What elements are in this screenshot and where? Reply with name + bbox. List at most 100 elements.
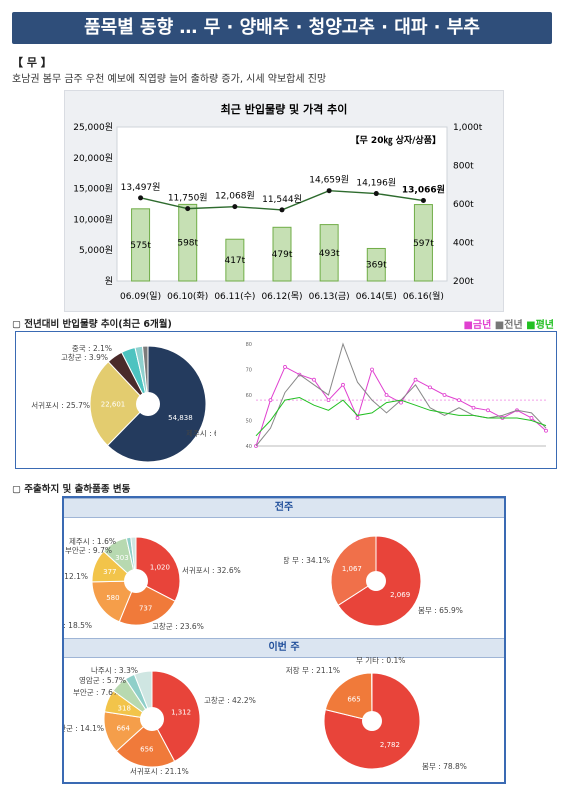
y2-tick-label: 800t: [453, 162, 474, 172]
series-point: [486, 408, 490, 413]
series-point: [544, 428, 548, 433]
pie-slice-value: 318: [118, 705, 131, 713]
origin-pie-chart: 54,838 제주시 : 62.3% 22,601 서귀포시 : 25.7% 고창군 :…: [31, 344, 216, 463]
x-tick-label: 06.14(토): [356, 292, 397, 302]
series-line: [255, 342, 547, 447]
price-point: [185, 206, 191, 212]
volume-bar-label: 417t: [224, 256, 245, 266]
volume-bar-label: 493t: [319, 249, 340, 259]
volume-bar-label: 598t: [177, 239, 198, 249]
pie-slice-label: 무안군 : 18.5%: [64, 620, 92, 630]
volume-bar: [319, 224, 339, 282]
price-volume-svg: 최근 반입물량 및 가격 추이 【무 20㎏ 상자/상품】 25,000원 20,00…: [73, 102, 483, 302]
volume-bar: [225, 238, 245, 282]
pie-hole: [124, 569, 148, 593]
pie-slice-label: 고창군 : 23.6%: [152, 622, 204, 631]
y-tick-label: 15,000원: [73, 184, 113, 195]
price-label: 13,497원: [121, 182, 161, 193]
y-tick-label: 20,000원: [73, 153, 113, 164]
series-point: [428, 385, 432, 390]
pie-slice-value: 2,782: [380, 741, 400, 749]
sub2-title: ▢ 주출하지 및 출하품종 변동: [12, 484, 131, 495]
price-label: 11,750원: [168, 193, 208, 204]
price-point: [373, 191, 379, 197]
pie-slice: [141, 345, 149, 405]
x-tick-label: 06.10(화): [167, 291, 208, 302]
pie-slice-label: 서귀포시 : 21.1%: [130, 766, 189, 776]
y-tick-label: 50: [246, 419, 252, 425]
pie-slice-value: 303: [115, 554, 128, 562]
pie-slice-value: 665: [347, 695, 360, 703]
x-tick-label: 06.13(금): [309, 291, 350, 302]
pie-slice: [115, 718, 176, 768]
legend-last-year: ■전년: [494, 320, 523, 331]
section-summary: 호남권 봄무 금주 우천 예보에 직엽량 늘어 출하량 증가, 시세 약보합세 …: [12, 74, 327, 85]
series-point: [413, 377, 418, 382]
series-point: [457, 398, 461, 402]
y-tick-label: 10,000원: [73, 214, 113, 225]
pie-slice-label: 봄무 : 78.8%: [422, 762, 467, 771]
y2-tick-label: 1,000t: [453, 123, 483, 133]
price-label: 12,068원: [215, 191, 255, 202]
series-point: [384, 393, 389, 397]
pie-slice-value: 22,601: [101, 401, 126, 409]
volume-bar-label: 479t: [272, 250, 293, 260]
x-tick-label: 06.16(월): [403, 290, 444, 302]
pie-hole: [362, 711, 382, 731]
volume-bar: [272, 226, 292, 282]
this-week-header: 이번 주: [64, 638, 504, 658]
pie-slice-value: 54,838: [168, 414, 193, 422]
pie-slice-label: 중국 : 2.1%: [72, 344, 112, 353]
pie-slice: [323, 672, 421, 770]
series-point: [312, 377, 316, 382]
pie-slice-label: 저장 무 : 34.1%: [284, 555, 330, 565]
y-tick-label: 40: [246, 444, 252, 450]
series-line: [255, 366, 547, 447]
price-label: 14,659원: [309, 175, 349, 186]
y2-tick-label: 200t: [453, 277, 474, 287]
pie-slice: [133, 670, 153, 720]
price-label: 11,544원: [262, 194, 302, 205]
volume-bar: [131, 208, 151, 282]
volume-line-chart: 80 70 60 50 40: [246, 342, 548, 450]
pie-slice-label: 무안군 : 14.1%: [64, 723, 104, 733]
volume-bar-label: 369t: [366, 261, 387, 271]
pie-hole: [366, 571, 386, 591]
pie-slice-value: 737: [139, 604, 152, 612]
pie-slice-label: 봄무 : 65.9%: [418, 606, 463, 615]
pie-slice-label: 제주시 : 62.3%: [186, 429, 216, 438]
this-variety-pie: 2,782 봄무 : 78.8% 665 저장 무 : 21.1% 무 기타 : 0.1…: [286, 657, 467, 771]
pie-hole: [136, 392, 160, 416]
y-tick-label: 25,000원: [73, 122, 113, 133]
volume-bar: [366, 247, 386, 282]
pie-slice-label: 서귀포시 : 25.7%: [31, 400, 90, 410]
chart-title: 최근 반입물량 및 가격 추이: [221, 102, 348, 116]
x-tick-label: 06.09(일): [120, 291, 161, 302]
volume-bar: [413, 204, 433, 282]
series-point: [355, 416, 360, 420]
pie-slice: [324, 672, 373, 722]
pie-slice-value: 656: [140, 746, 154, 754]
pie-slice: [91, 580, 137, 623]
pie-slice-label: 나주시 : 3.3%: [91, 666, 138, 675]
series-line: [255, 397, 547, 437]
section-label: 【 무 】: [12, 56, 52, 69]
trend-box: 54,838 제주시 : 62.3% 22,601 서귀포시 : 25.7% 고창군 :…: [15, 331, 557, 469]
pie-slice-label: 부안군 : 7.6%: [73, 687, 120, 697]
pie-slice-label: 영암군 : 12.1%: [64, 571, 88, 581]
prev-week-header: 전주: [64, 498, 504, 518]
pie-slice-value: 1,312: [171, 709, 191, 717]
pie-slice-value: 1,020: [150, 563, 170, 571]
y-tick-label: 5,000원: [79, 245, 113, 256]
pie-slice: [330, 535, 377, 607]
prev-variety-pie: 2,069 봄무 : 65.9% 1,067 저장 무 : 34.1%: [284, 535, 463, 627]
series-point: [399, 400, 403, 405]
pie-slice-label: 영암군 : 5.7%: [79, 675, 126, 685]
pie-slice-label: 서귀포시 : 32.6%: [182, 565, 241, 575]
pie-slice: [151, 670, 201, 763]
y2-tick-label: 600t: [453, 200, 474, 210]
pie-slice-label: 고창군 : 42.2%: [204, 696, 256, 705]
legend-average: ■평년: [526, 320, 554, 331]
legend-this-year: ■금년: [463, 320, 492, 331]
prev-origin-pie: 1,020 서귀포시 : 32.6% 737 고창군 : 23.6% 580 무안군 : …: [64, 536, 241, 631]
